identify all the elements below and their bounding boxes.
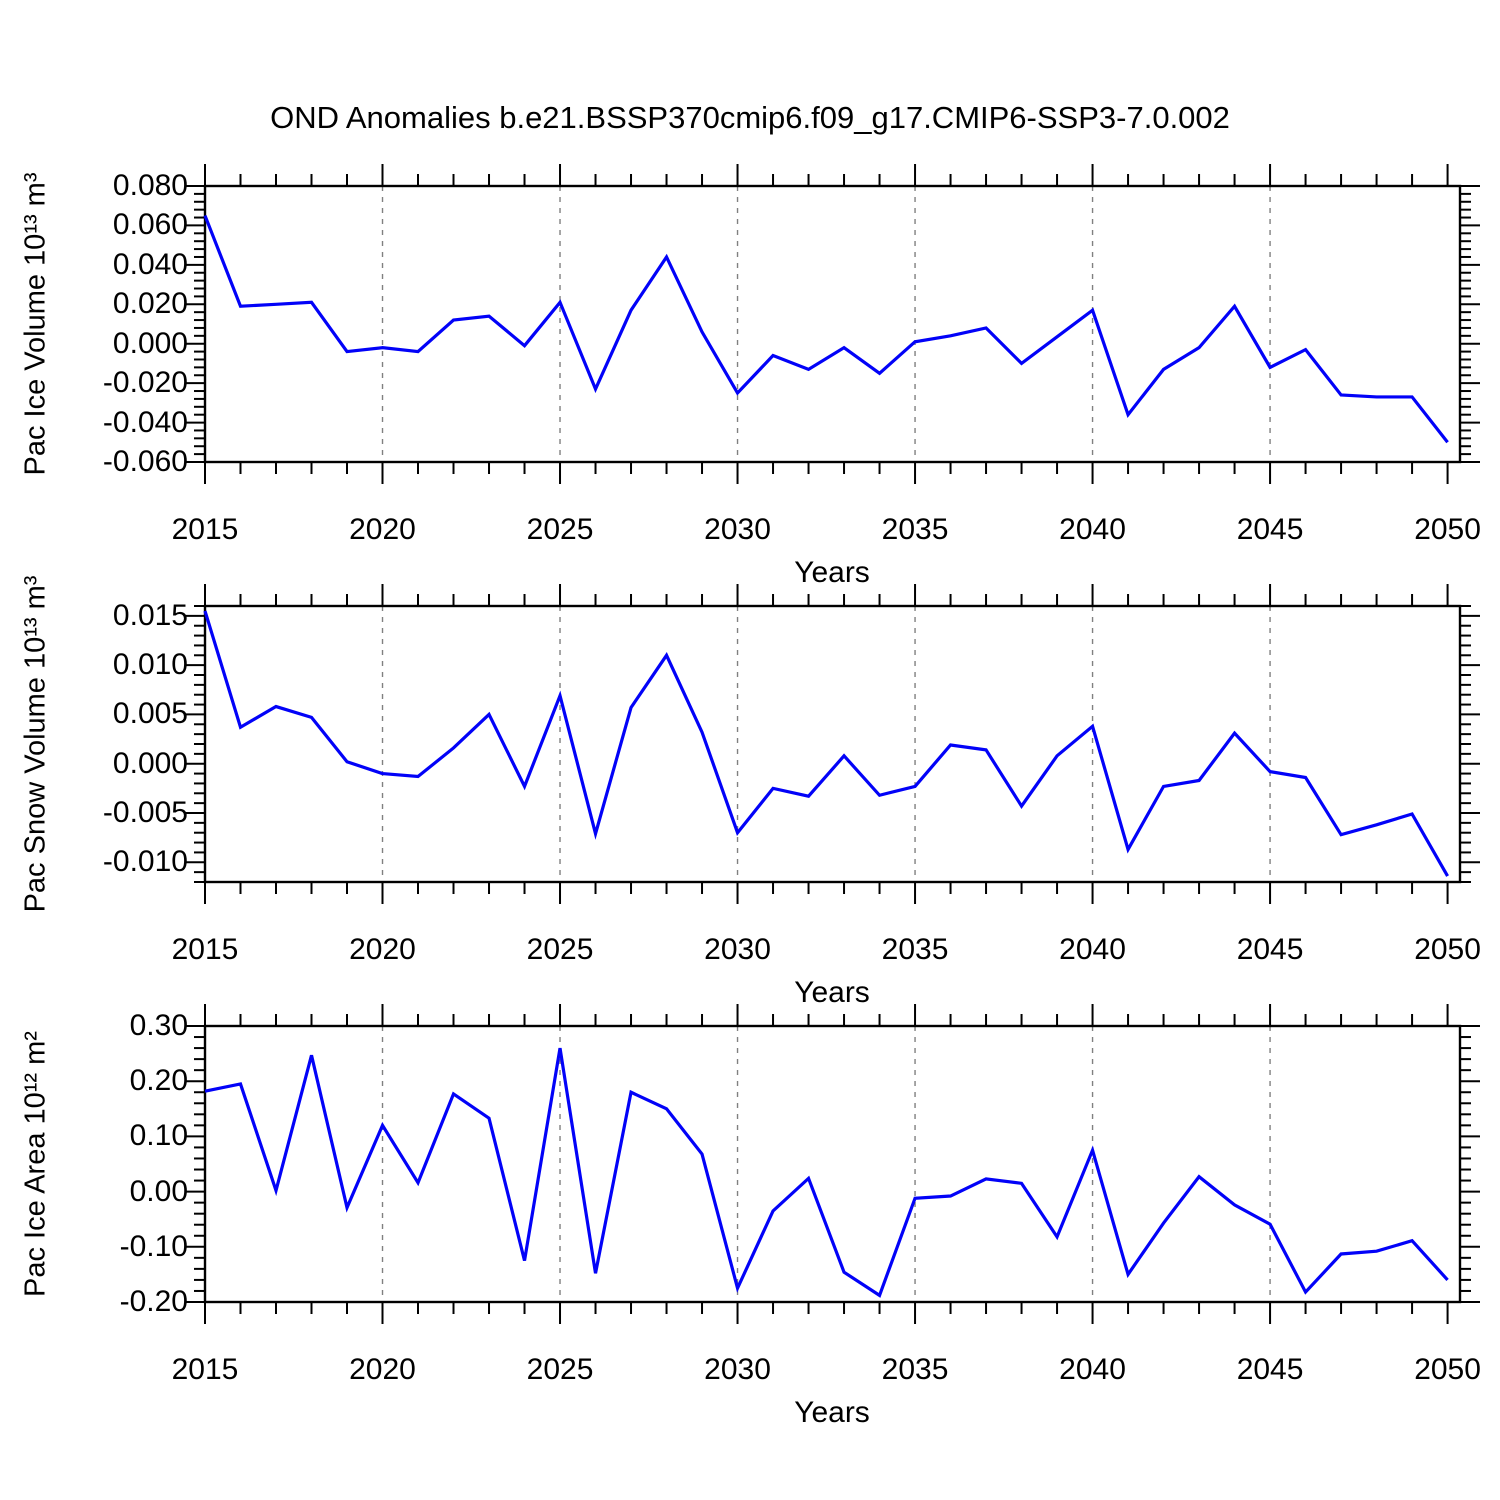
y-tick-label: -0.060 bbox=[102, 445, 188, 478]
y-tick-label: -0.010 bbox=[102, 845, 188, 879]
y-tick-label: 0.010 bbox=[112, 648, 188, 682]
x-tick-label: 2040 bbox=[1059, 513, 1126, 546]
y-tick-label: 0.015 bbox=[112, 598, 188, 632]
x-tick-label: 2030 bbox=[704, 933, 771, 966]
pac-snow-volume-line bbox=[203, 610, 1449, 877]
x-tick-label: 2020 bbox=[349, 933, 416, 966]
chart-title: OND Anomalies b.e21.BSSP370cmip6.f09_g17… bbox=[270, 100, 1230, 135]
x-tick-label: 2025 bbox=[526, 1353, 594, 1386]
y-tick-label: 0.060 bbox=[112, 208, 188, 242]
x-tick-label: 2045 bbox=[1236, 933, 1304, 966]
x-axis-title-panel3: Years bbox=[794, 1396, 870, 1429]
x-tick-label: 2035 bbox=[881, 1353, 949, 1386]
x-tick-label: 2025 bbox=[526, 513, 594, 546]
ice-volume-plot bbox=[185, 164, 1480, 484]
y-tick-label: 0.10 bbox=[129, 1119, 188, 1153]
y-tick-label: 0.30 bbox=[129, 1009, 188, 1042]
x-tick-label: 2015 bbox=[171, 513, 239, 546]
y-tick-label: 0.080 bbox=[112, 169, 188, 202]
pac-ice-volume-line bbox=[203, 214, 1449, 444]
x-tick-label: 2030 bbox=[704, 513, 771, 546]
y-tick-label: 0.20 bbox=[129, 1064, 188, 1098]
y-tick-label: 0.00 bbox=[129, 1174, 188, 1208]
y-tick-label: -0.005 bbox=[102, 796, 188, 829]
y-tick-label: 0.040 bbox=[112, 247, 188, 281]
y-tick-label: 0.020 bbox=[112, 287, 188, 321]
ice-area-plot bbox=[185, 1004, 1480, 1324]
pac-ice-area-line bbox=[204, 1047, 1449, 1298]
x-tick-label: 2050 bbox=[1414, 513, 1481, 546]
y-tick-label: 0.000 bbox=[112, 746, 188, 780]
x-axis-title-panel2: Years bbox=[794, 976, 870, 1009]
x-tick-label: 2050 bbox=[1414, 1353, 1481, 1386]
y-tick-label: 0.005 bbox=[112, 697, 188, 731]
x-tick-label: 2015 bbox=[171, 933, 239, 966]
x-tick-label: 2020 bbox=[349, 1353, 416, 1386]
x-tick-label: 2045 bbox=[1236, 1353, 1304, 1386]
x-tick-label: 2035 bbox=[881, 513, 949, 546]
x-tick-label: 2025 bbox=[526, 933, 594, 966]
x-tick-label: 2045 bbox=[1236, 513, 1304, 546]
plot-frame bbox=[203, 1024, 1462, 1304]
x-tick-label: 2030 bbox=[704, 1353, 771, 1386]
x-tick-label: 2040 bbox=[1059, 933, 1126, 966]
x-tick-label: 2035 bbox=[881, 933, 949, 966]
snow-volume-plot bbox=[185, 584, 1480, 904]
x-tick-label: 2050 bbox=[1414, 933, 1481, 966]
x-axis-title-panel1: Years bbox=[794, 556, 870, 589]
x-tick-label: 2040 bbox=[1059, 1353, 1126, 1386]
plot-frame bbox=[203, 184, 1462, 464]
y-tick-label: -0.20 bbox=[119, 1285, 188, 1318]
y-tick-label: 0.000 bbox=[112, 326, 188, 360]
x-tick-label: 2015 bbox=[171, 1353, 239, 1386]
plot-frame bbox=[203, 604, 1462, 884]
y-tick-label: -0.040 bbox=[102, 405, 188, 439]
x-tick-label: 2020 bbox=[349, 513, 416, 546]
y-tick-label: -0.020 bbox=[102, 366, 188, 400]
y-tick-label: -0.10 bbox=[119, 1229, 188, 1263]
